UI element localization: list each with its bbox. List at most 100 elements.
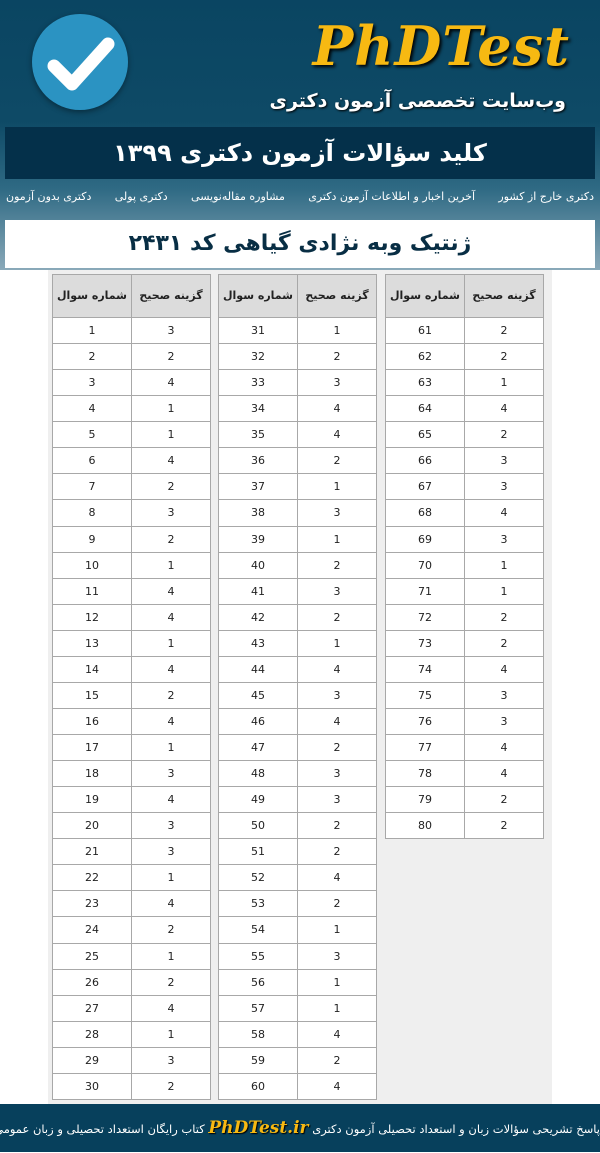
table-row: 51 2 [218,838,377,866]
question-number: 24 [52,916,132,944]
question-number: 51 [218,838,298,866]
correct-answer: 2 [464,421,544,449]
correct-answer: 4 [297,1020,377,1048]
question-number: 27 [52,994,132,1022]
question-number: 71 [385,577,465,605]
question-number: 15 [52,681,132,709]
correct-answer: 4 [131,890,211,918]
correct-answer: 4 [464,760,544,788]
question-number: 3 [52,369,132,397]
question-number: 79 [385,786,465,814]
table-row: 42 2 [218,603,377,631]
correct-answer: 3 [464,707,544,736]
correct-answer: 4 [297,864,377,892]
question-number: 37 [218,473,298,501]
table-row: 19 4 [52,786,211,814]
question-number: 40 [218,551,298,579]
correct-answer: 4 [464,655,544,683]
question-number: 35 [218,421,298,449]
table-row: 35 4 [218,421,377,449]
table-row: 46 4 [218,707,377,736]
correct-answer: 2 [297,890,377,918]
table-row: 62 2 [385,343,544,371]
question-number: 59 [218,1046,298,1074]
question-number: 10 [52,551,132,579]
question-number: 44 [218,655,298,683]
question-number: 38 [218,499,298,527]
table-row: 21 3 [52,838,211,866]
question-number: 80 [385,812,465,840]
table-row: 15 2 [52,681,211,709]
table-row: 34 4 [218,395,377,423]
question-number: 29 [52,1046,132,1074]
question-number: 75 [385,681,465,709]
table-row: 67 3 [385,473,544,501]
question-number: 49 [218,786,298,814]
table-row: 77 4 [385,733,544,762]
site-logo[interactable]: PhDTest [312,14,570,78]
nav-link[interactable]: آخرین اخبار و اطلاعات آزمون دکتری [308,190,476,203]
nav-link[interactable]: دکتری پولی [114,190,168,203]
question-number: 25 [52,942,132,970]
question-number: 20 [52,812,132,840]
footer-banner[interactable]: پاسخ تشریحی سؤالات زبان و استعداد تحصیلی… [0,1104,600,1152]
question-number: 34 [218,395,298,423]
question-number: 22 [52,864,132,892]
table-row: 74 4 [385,655,544,683]
question-number: 31 [218,316,298,345]
column-header-question: شماره سوال [218,274,298,318]
question-number: 61 [385,316,465,345]
table-row: 53 2 [218,890,377,918]
correct-answer: 2 [464,629,544,657]
question-number: 21 [52,838,132,866]
correct-answer: 4 [297,395,377,423]
table-row: 72 2 [385,603,544,631]
question-number: 9 [52,525,132,553]
table-row: 60 4 [218,1072,377,1100]
table-row: 66 3 [385,447,544,475]
question-number: 78 [385,760,465,788]
correct-answer: 1 [297,968,377,996]
question-number: 11 [52,577,132,605]
correct-answer: 1 [131,864,211,892]
table-row: 75 3 [385,681,544,709]
correct-answer: 3 [131,1046,211,1074]
question-number: 69 [385,525,465,553]
question-number: 74 [385,655,465,683]
nav-link[interactable]: مشاوره مقاله‌نویسی [191,190,285,203]
question-number: 4 [52,395,132,423]
correct-answer: 2 [131,525,211,553]
table-row: 63 1 [385,369,544,397]
correct-answer: 2 [297,603,377,631]
question-number: 26 [52,968,132,996]
correct-answer: 1 [464,577,544,605]
footer-site[interactable]: PhDTest.ir [208,1118,309,1138]
correct-answer: 4 [297,1072,377,1100]
correct-answer: 3 [131,316,211,345]
correct-answer: 4 [131,577,211,605]
correct-answer: 3 [297,369,377,397]
table-row: 48 3 [218,760,377,788]
question-number: 33 [218,369,298,397]
header: PhDTest وب‌سایت تخصصی آزمون دکتری کلید س… [0,0,600,270]
correct-answer: 2 [464,603,544,631]
question-number: 60 [218,1072,298,1100]
question-number: 67 [385,473,465,501]
question-number: 73 [385,629,465,657]
nav-link[interactable]: دکتری خارج از کشور [498,190,594,203]
answer-table: شماره سوال گزینه صحیح 1 3 2 2 3 4 4 1 5 1 6 4 7 2 8 3 9 2 10… [52,274,211,1100]
table-row: 49 3 [218,786,377,814]
question-number: 47 [218,733,298,762]
question-number: 55 [218,942,298,970]
nav-link[interactable]: دکتری بدون آزمون [6,190,92,203]
table-row: 43 1 [218,629,377,657]
question-number: 48 [218,760,298,788]
correct-answer: 4 [131,447,211,475]
table-row: 33 3 [218,369,377,397]
question-number: 76 [385,707,465,736]
correct-answer: 2 [297,1046,377,1074]
table-row: 71 1 [385,577,544,605]
correct-answer: 4 [297,707,377,736]
question-number: 36 [218,447,298,475]
